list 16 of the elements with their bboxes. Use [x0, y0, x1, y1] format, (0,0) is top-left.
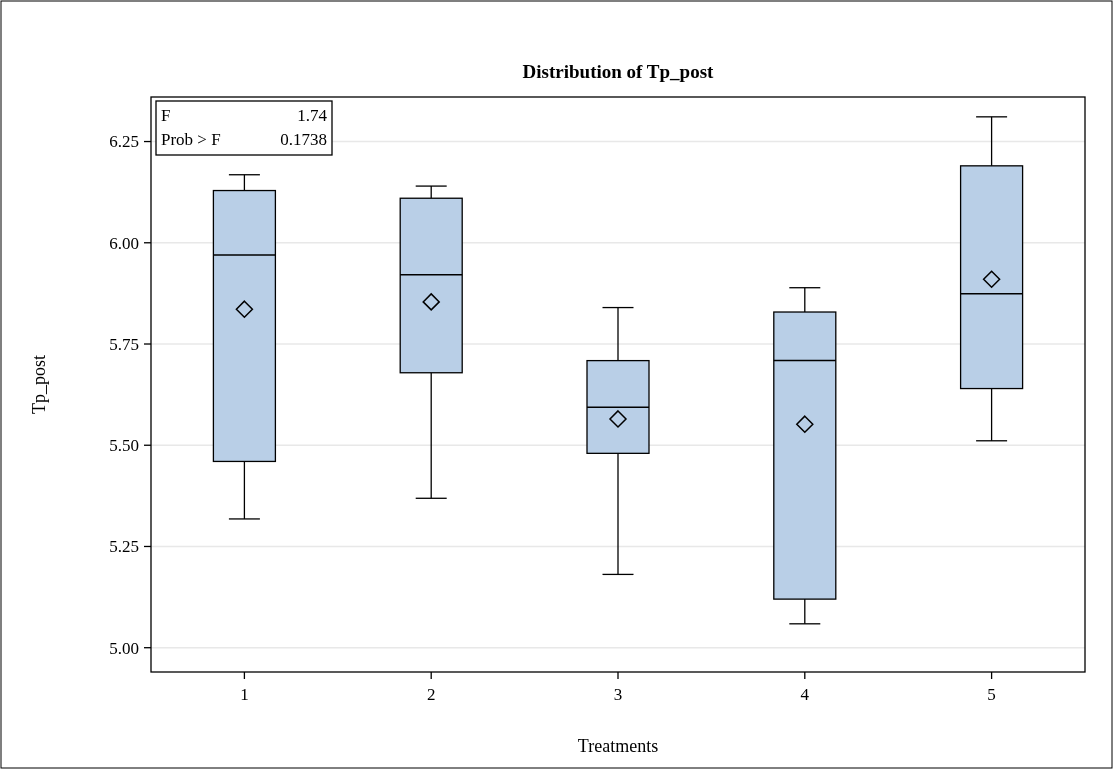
y-axis-title: Tp_post: [29, 354, 49, 415]
y-tick-label: 5.00: [109, 638, 139, 658]
text: Prob > F 0.1738: [161, 130, 327, 149]
x-axis-title: Treatments: [577, 736, 659, 756]
x-tick-label: 1: [240, 685, 249, 704]
y-tick-label: 6.25: [109, 132, 139, 152]
x-tick-label: 3: [613, 685, 623, 704]
y-tick-label: 6.00: [109, 233, 139, 253]
x-tick-label: 5: [987, 685, 996, 704]
x-tick-label: 4: [800, 685, 810, 704]
y-tick-label: 5.50: [109, 436, 139, 456]
y-tick-label: 5.25: [109, 537, 139, 557]
text: F 1.74: [161, 106, 327, 125]
x-tick-label: 2: [426, 685, 436, 704]
chart-title: Distribution of Tp_post: [522, 61, 715, 82]
y-tick-label: 5.75: [109, 334, 139, 354]
